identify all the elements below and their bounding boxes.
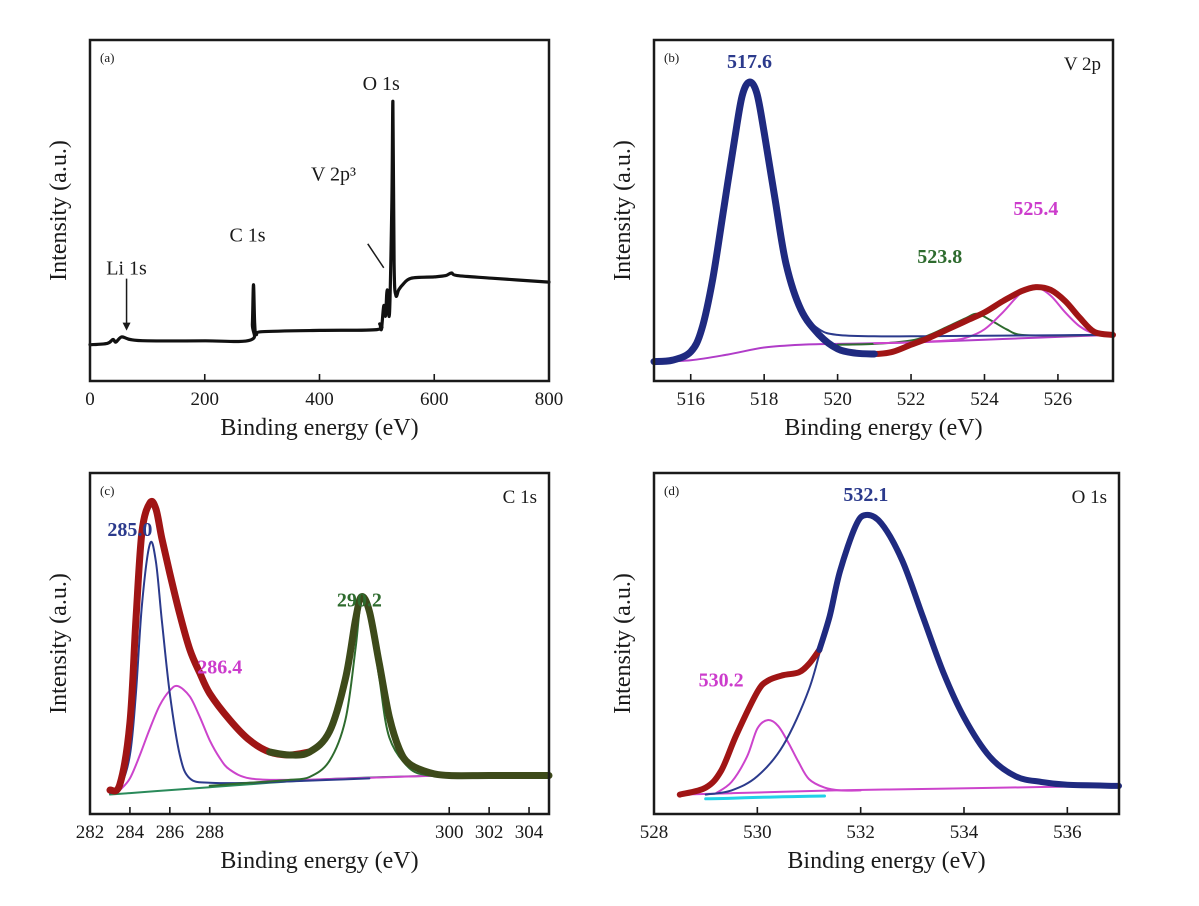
x-axis-title-b: Binding energy (eV) bbox=[784, 415, 982, 441]
corner-label-d: O 1s bbox=[1072, 487, 1107, 508]
annotation-a-v-2p-: V 2p³ bbox=[311, 164, 356, 186]
x-tick-label-c-284: 284 bbox=[116, 822, 145, 843]
x-tick-label-c-286: 286 bbox=[156, 822, 185, 843]
x-axis-title-d: Binding energy (eV) bbox=[787, 848, 985, 874]
x-tick-label-b-520: 520 bbox=[823, 389, 852, 410]
x-tick-label-a-600: 600 bbox=[420, 389, 449, 410]
series-d-peak-530-2 bbox=[715, 719, 862, 795]
x-tick-label-a-400: 400 bbox=[305, 389, 334, 410]
x-axis-title-a: Binding energy (eV) bbox=[220, 415, 418, 441]
x-tick-label-b-522: 522 bbox=[897, 389, 926, 410]
annotation-a-li-1s: Li 1s bbox=[106, 258, 147, 280]
series-a-survey bbox=[88, 99, 551, 347]
annotation-a-c-1s: C 1s bbox=[229, 225, 265, 247]
annotation-c-290-2: 290.2 bbox=[337, 589, 382, 611]
series-c-fit bbox=[266, 593, 553, 780]
series-d-residual bbox=[704, 794, 826, 801]
annotation-d-530-2: 530.2 bbox=[699, 669, 744, 691]
x-tick-label-c-302: 302 bbox=[475, 822, 504, 843]
x-tick-label-d-534: 534 bbox=[950, 822, 979, 843]
series-b-raw bbox=[853, 284, 1116, 358]
x-tick-label-b-526: 526 bbox=[1044, 389, 1073, 410]
plot-frame-d bbox=[652, 471, 1121, 816]
series-d-fit bbox=[816, 511, 1122, 789]
panel-a: 0 200 400 600 800 Binding energy (eV) Intensit… bbox=[46, 38, 564, 441]
x-tick-label-c-288: 288 bbox=[195, 822, 224, 843]
x-tick-label-a-200: 200 bbox=[191, 389, 220, 410]
li-1s-arrow-icon bbox=[122, 322, 131, 331]
series-d-raw bbox=[676, 646, 823, 798]
x-tick-label-b-518: 518 bbox=[750, 389, 779, 410]
annotation-b-517-6: 517.6 bbox=[727, 51, 772, 73]
x-tick-label-b-524: 524 bbox=[970, 389, 999, 410]
x-tick-label-c-300: 300 bbox=[435, 822, 464, 843]
annotation-c-286-4: 286.4 bbox=[197, 656, 242, 678]
x-tick-label-d-530: 530 bbox=[743, 822, 772, 843]
series-d-peak-532-1 bbox=[704, 513, 1120, 796]
panel-label-c: (c) bbox=[100, 483, 114, 498]
plot-frame-b bbox=[652, 38, 1115, 383]
x-tick-label-b-516: 516 bbox=[676, 389, 705, 410]
y-axis-title-b: Intensity (a.u.) bbox=[610, 140, 636, 281]
series-d-background bbox=[678, 784, 1120, 796]
x-tick-label-a-800: 800 bbox=[535, 389, 564, 410]
x-tick-label-c-304: 304 bbox=[515, 822, 544, 843]
panel-d: 528 530 532 534 536 Binding energy (eV) Intens… bbox=[610, 471, 1122, 874]
series-c-peak-290-2 bbox=[208, 596, 491, 787]
annotation-a-o-1s: O 1s bbox=[363, 73, 400, 95]
x-tick-label-d-528: 528 bbox=[640, 822, 669, 843]
panel-label-a: (a) bbox=[100, 50, 114, 65]
y-axis-title-d: Intensity (a.u.) bbox=[610, 573, 636, 714]
y-axis-title-c: Intensity (a.u.) bbox=[46, 573, 72, 714]
panel-c: 282 284 286 288 300 302 304 Binding energy (eV)… bbox=[46, 471, 553, 874]
x-axis-title-c: Binding energy (eV) bbox=[220, 848, 418, 874]
v-2p-pointer-line bbox=[367, 243, 385, 269]
corner-label-c: C 1s bbox=[503, 487, 537, 508]
annotation-c-285-0: 285.0 bbox=[107, 519, 152, 541]
series-b-fit bbox=[650, 78, 878, 366]
series-c-raw bbox=[106, 497, 313, 795]
x-tick-label-a-0: 0 bbox=[85, 389, 95, 410]
panel-b: 516 518 520 522 524 526 Binding energy (eV) Int… bbox=[610, 38, 1116, 441]
panel-label-d: (d) bbox=[664, 483, 679, 498]
x-tick-label-c-282: 282 bbox=[76, 822, 105, 843]
x-tick-label-d-532: 532 bbox=[846, 822, 875, 843]
annotation-b-523-8: 523.8 bbox=[917, 246, 962, 268]
x-tick-label-d-536: 536 bbox=[1053, 822, 1082, 843]
panel-label-b: (b) bbox=[664, 50, 679, 65]
y-axis-title-a: Intensity (a.u.) bbox=[46, 140, 72, 281]
series-b-background bbox=[653, 333, 1114, 363]
annotation-d-532-1: 532.1 bbox=[843, 484, 888, 506]
annotation-b-525-4: 525.4 bbox=[1013, 198, 1058, 220]
corner-label-b: V 2p bbox=[1064, 54, 1101, 75]
plot-frame-c bbox=[88, 471, 551, 816]
